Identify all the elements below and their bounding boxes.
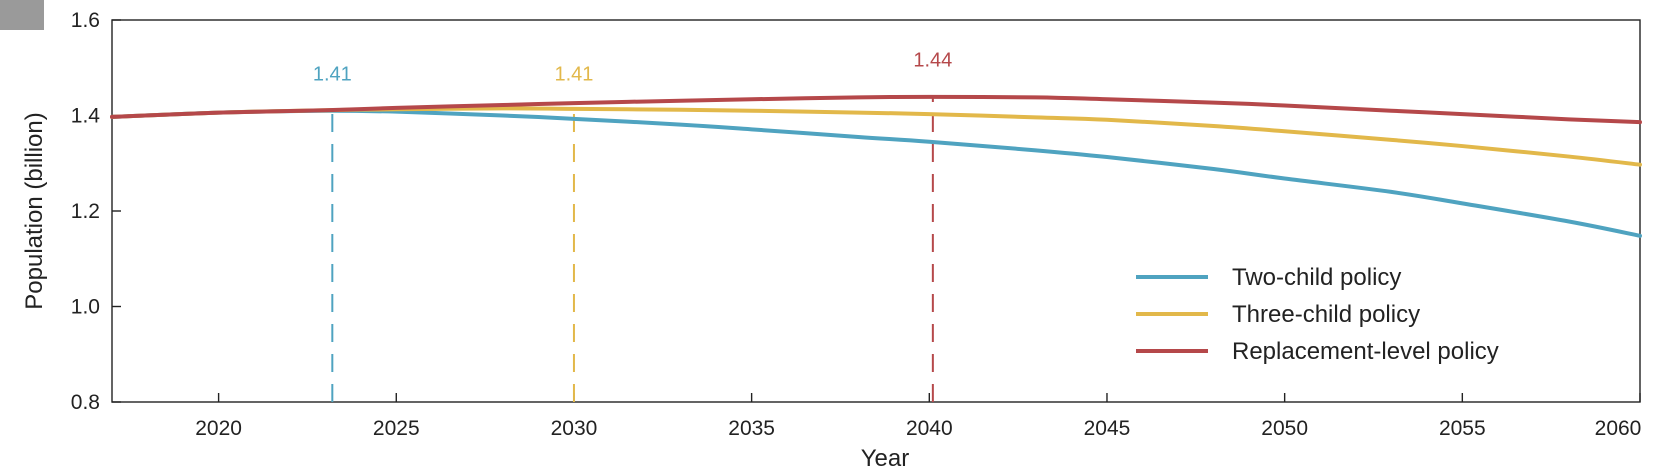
legend-entry-label: Two-child policy: [1232, 264, 1401, 291]
x-axis-ticks: 2020 2025 2030 2035 2040 2045 2050 2055 2060: [195, 393, 1641, 440]
panel-marker: [0, 0, 44, 30]
y-tick-label: 1.6: [71, 9, 100, 32]
y-tick-label: 1.4: [71, 105, 101, 128]
peak-markers: 1.41 1.41 1.44: [313, 49, 952, 402]
series-line-replacement-level-policy: [110, 94, 1642, 125]
x-tick-label: 2040: [906, 417, 953, 440]
x-tick-label: 2020: [195, 417, 242, 440]
legend-entry-label: Three-child policy: [1232, 301, 1420, 328]
legend: Two-child policy Three-child policy Replac…: [1136, 264, 1499, 365]
series-lines: [110, 94, 1642, 238]
y-axis-title: Population (billion): [21, 112, 48, 309]
y-tick-label: 1.2: [71, 200, 100, 223]
peak-value-label: 1.44: [913, 49, 952, 71]
x-tick-label: 2050: [1261, 417, 1308, 440]
series-line-two-child-policy: [110, 108, 1642, 238]
x-tick-label: 2060: [1595, 417, 1642, 440]
x-tick-label: 2055: [1439, 417, 1486, 440]
x-tick-label: 2030: [551, 417, 598, 440]
legend-entry-label: Replacement-level policy: [1232, 338, 1499, 365]
x-tick-label: 2045: [1084, 417, 1131, 440]
y-tick-label: 0.8: [71, 391, 100, 414]
x-axis-title: Year: [861, 445, 910, 471]
x-tick-label: 2025: [373, 417, 420, 440]
y-tick-label: 1.0: [71, 296, 100, 319]
x-tick-label: 2035: [728, 417, 775, 440]
peak-value-label: 1.41: [313, 64, 352, 86]
y-axis-ticks: 0.8 1.0 1.2 1.4 1.6: [71, 9, 121, 414]
peak-value-label: 1.41: [554, 64, 593, 86]
